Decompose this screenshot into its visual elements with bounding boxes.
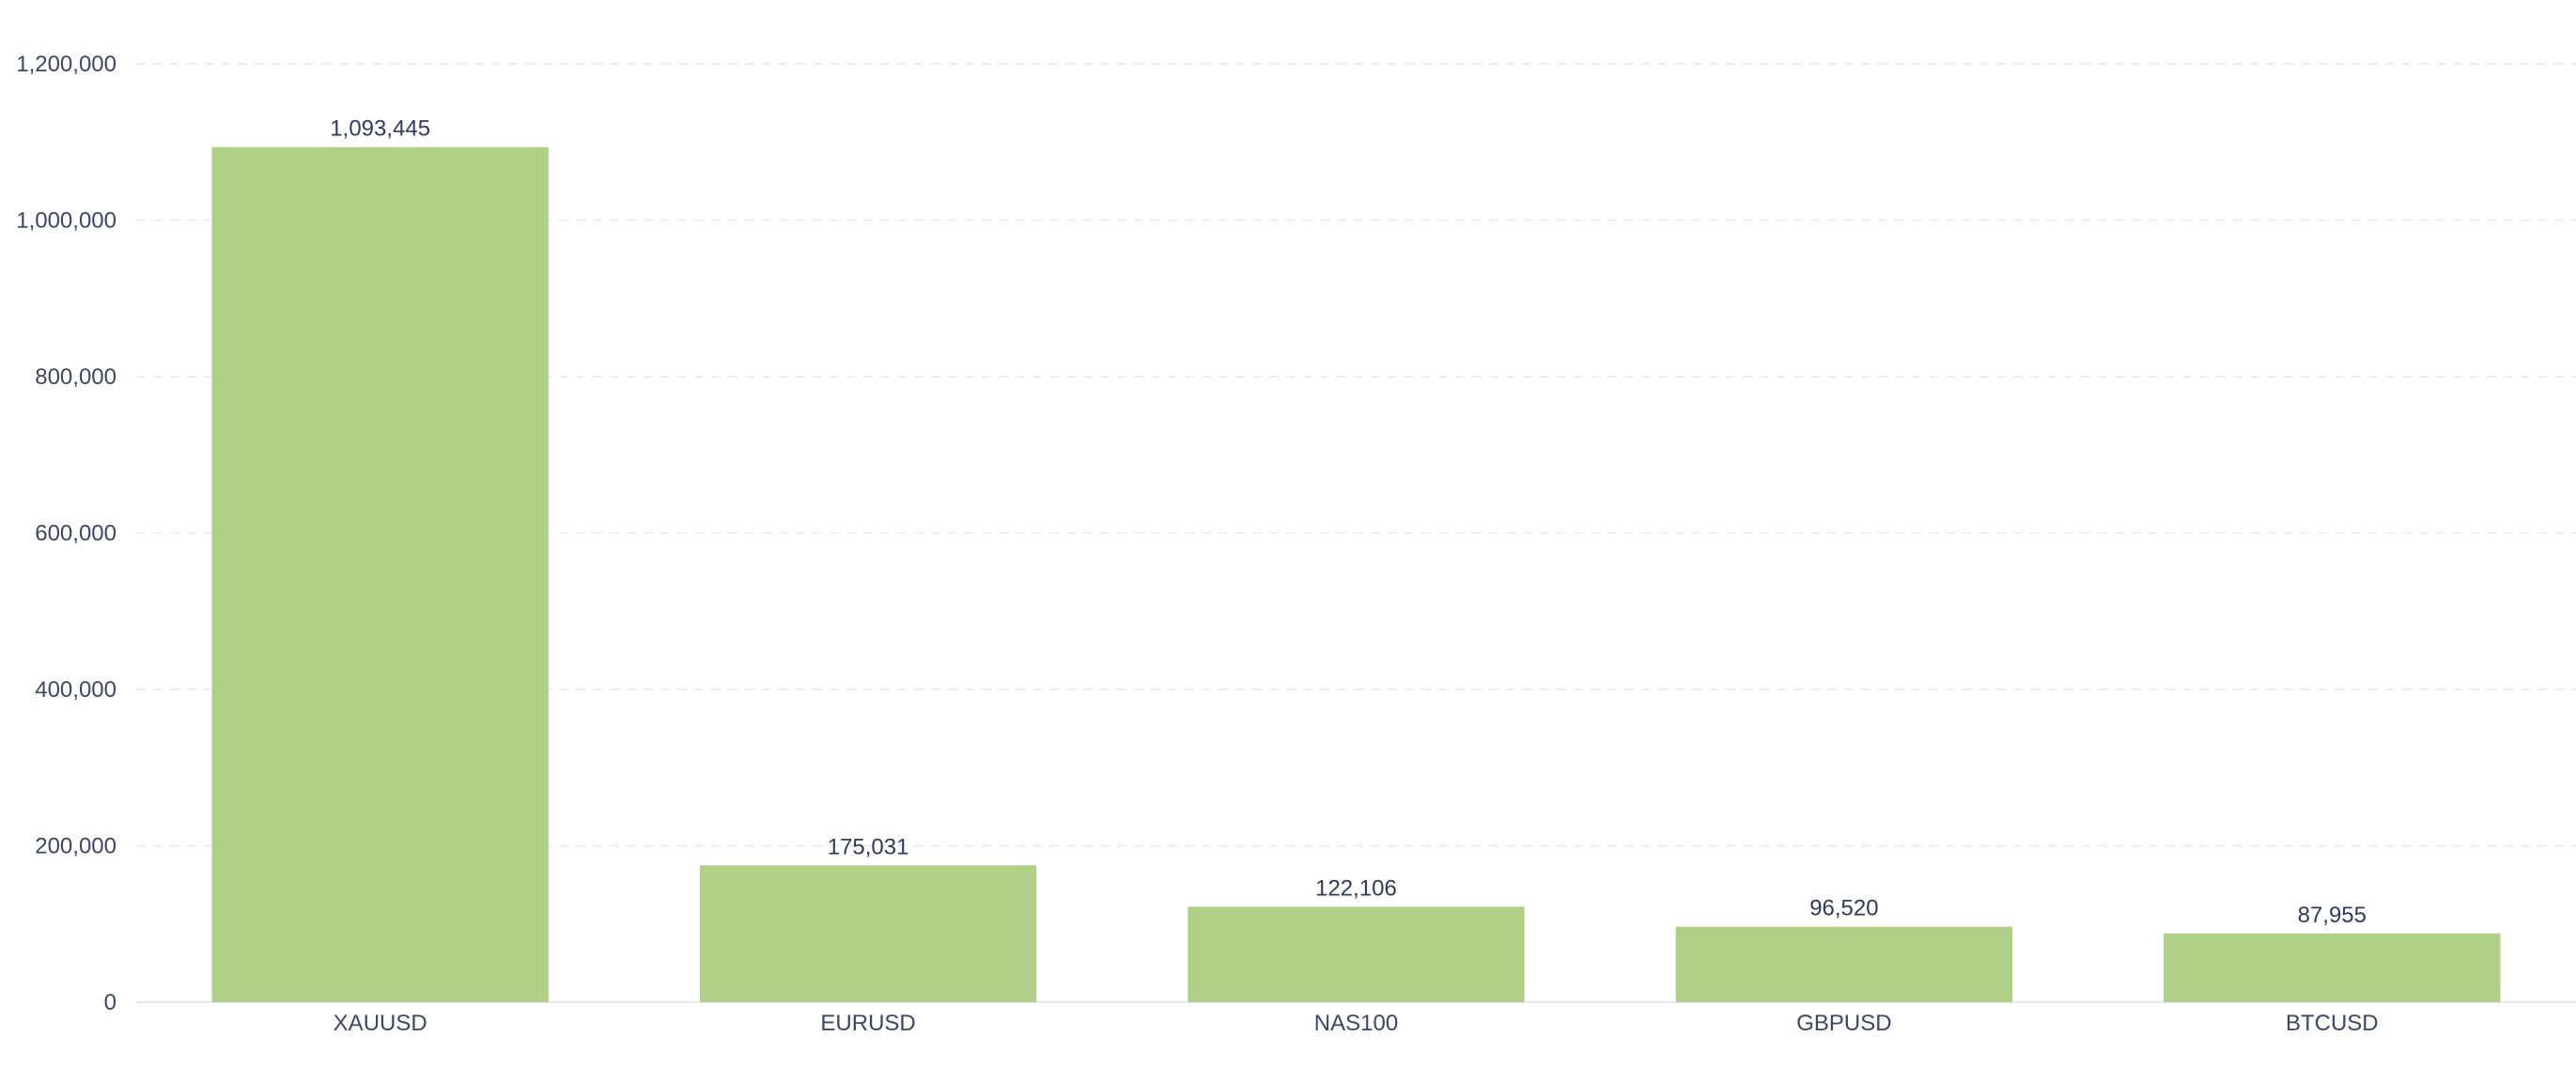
x-axis: XAUUSD EURUSD NAS100 GBPUSD BTCUSD bbox=[334, 1011, 2379, 1036]
bar-eurusd[interactable] bbox=[699, 865, 1037, 1002]
data-label-eurusd: 175,031 bbox=[828, 834, 909, 859]
bar-gbpusd[interactable] bbox=[1675, 926, 2013, 1002]
y-tick-label: 1,000,000 bbox=[16, 209, 116, 234]
y-axis: 0 200,000 400,000 600,000 800,000 1,000,000 1,… bbox=[16, 52, 116, 1015]
bar-xauusd[interactable] bbox=[211, 147, 549, 1002]
bar-nas100[interactable] bbox=[1187, 906, 1525, 1002]
bars bbox=[211, 147, 2501, 1002]
bar-btcusd[interactable] bbox=[2164, 933, 2501, 1002]
x-tick-label: GBPUSD bbox=[1796, 1011, 1891, 1036]
y-tick-label: 1,200,000 bbox=[16, 52, 116, 77]
data-label-btcusd: 87,955 bbox=[2298, 903, 2367, 928]
x-tick-label: EURUSD bbox=[820, 1011, 915, 1036]
x-tick-label: XAUUSD bbox=[334, 1011, 427, 1036]
y-tick-label: 400,000 bbox=[35, 677, 116, 703]
data-labels: 1,093,445 175,031 122,106 96,520 87,955 bbox=[330, 116, 2367, 928]
y-tick-label: 800,000 bbox=[35, 364, 116, 390]
x-tick-label: BTCUSD bbox=[2286, 1011, 2379, 1036]
x-tick-label: NAS100 bbox=[1314, 1011, 1398, 1036]
y-tick-label: 600,000 bbox=[35, 521, 116, 547]
y-tick-label: 0 bbox=[104, 990, 116, 1015]
data-label-xauusd: 1,093,445 bbox=[330, 116, 430, 142]
y-tick-label: 200,000 bbox=[35, 834, 116, 859]
data-label-nas100: 122,106 bbox=[1315, 875, 1397, 901]
data-label-gbpusd: 96,520 bbox=[1809, 896, 1878, 921]
